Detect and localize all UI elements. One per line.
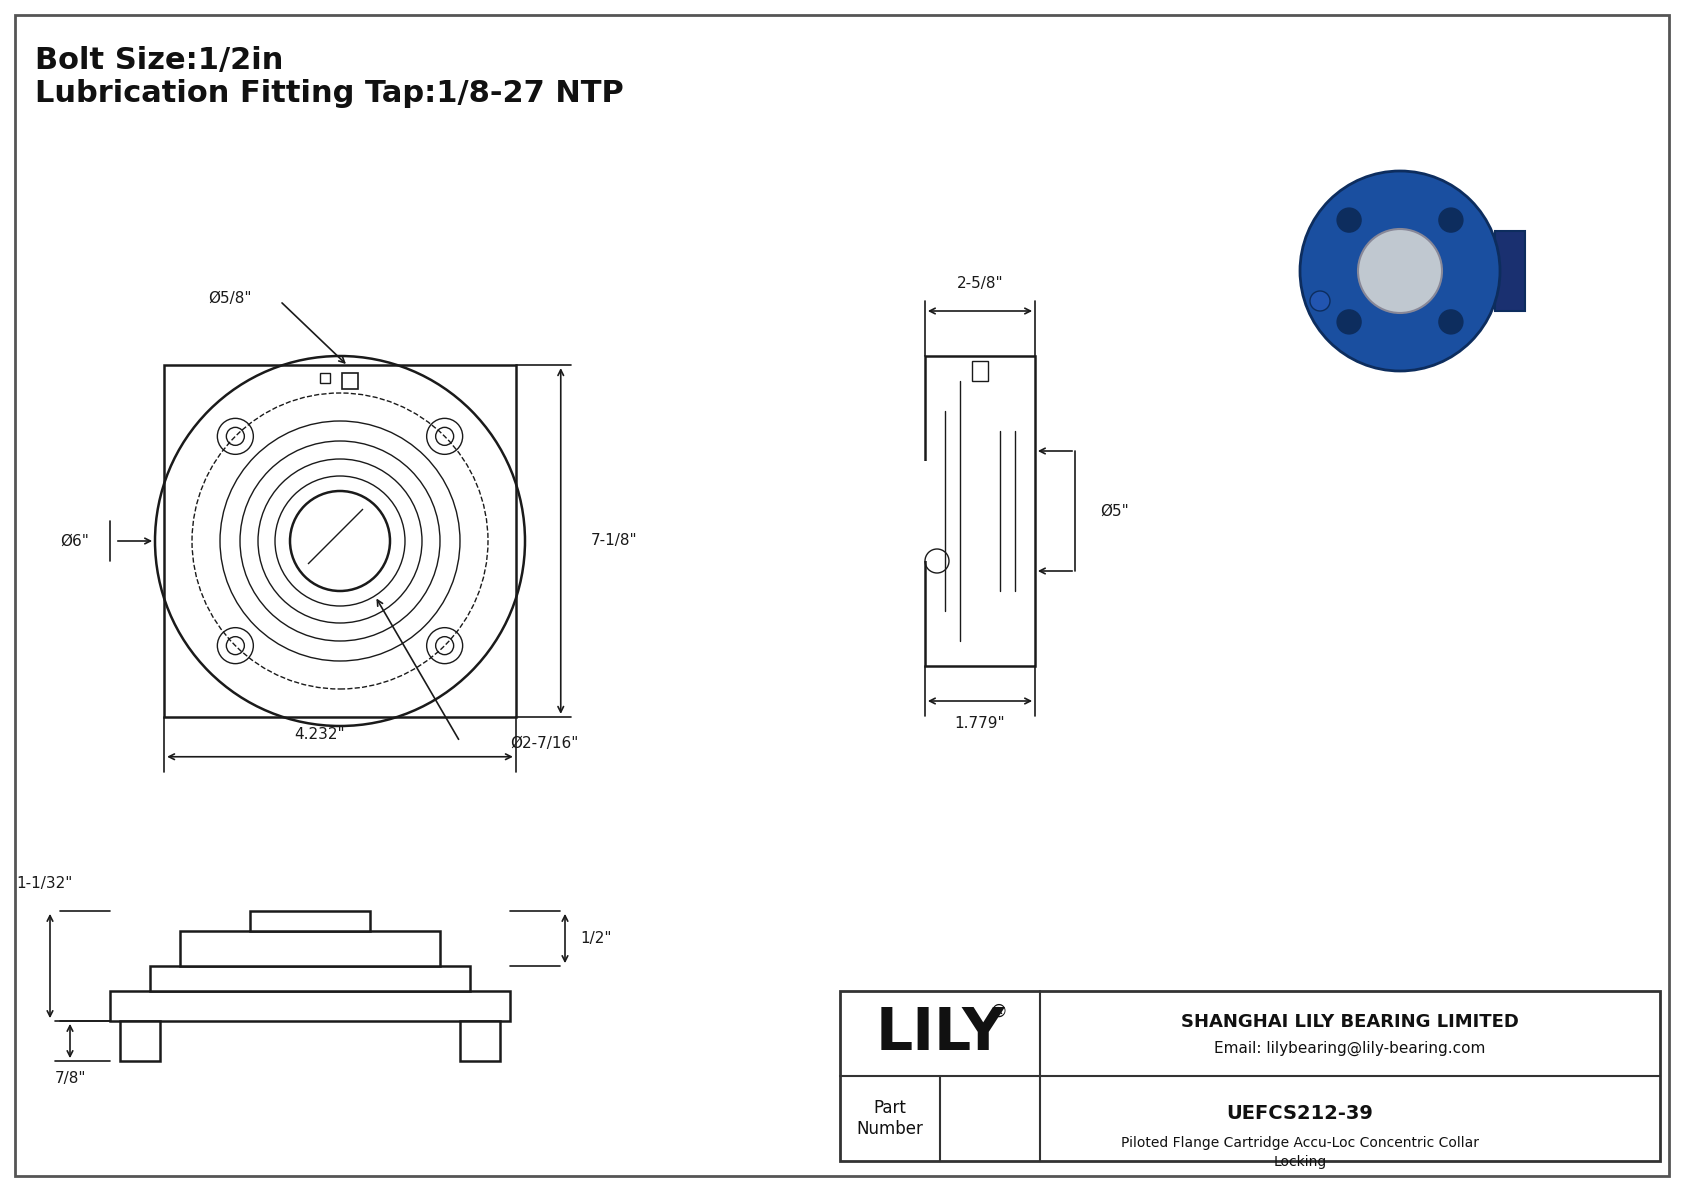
Text: LILY: LILY: [876, 1005, 1005, 1062]
Bar: [249, 911, 370, 931]
Text: Email: lilybearing@lily-bearing.com: Email: lilybearing@lily-bearing.com: [1214, 1041, 1485, 1056]
Bar: [925, 356, 1036, 666]
Bar: [180, 931, 440, 966]
Bar: [1495, 231, 1526, 311]
Text: 1.779": 1.779": [955, 716, 1005, 731]
Bar: [840, 991, 1660, 1161]
Bar: [109, 991, 510, 1021]
Circle shape: [1300, 172, 1500, 372]
Circle shape: [1310, 291, 1330, 311]
Text: Piloted Flange Cartridge Accu-Loc Concentric Collar
Locking: Piloted Flange Cartridge Accu-Loc Concen…: [1122, 1136, 1479, 1170]
Text: 7-1/8": 7-1/8": [591, 534, 637, 549]
Bar: [342, 373, 359, 389]
Circle shape: [1337, 310, 1361, 333]
Bar: [320, 373, 330, 384]
Bar: [923, 461, 943, 561]
Text: Ø5": Ø5": [1100, 504, 1128, 518]
Bar: [972, 361, 989, 381]
Text: UEFCS212-39: UEFCS212-39: [1226, 1104, 1374, 1123]
Text: Ø5/8": Ø5/8": [209, 291, 251, 306]
Text: 1-1/32": 1-1/32": [17, 877, 72, 891]
Circle shape: [1438, 310, 1463, 333]
Text: 2-5/8": 2-5/8": [957, 276, 1004, 291]
Text: 4.232": 4.232": [295, 727, 345, 742]
Bar: [460, 1021, 500, 1061]
Text: Part
Number: Part Number: [857, 1099, 923, 1137]
Text: ®: ®: [989, 1003, 1007, 1021]
Text: Ø6": Ø6": [61, 534, 89, 549]
Circle shape: [1357, 229, 1442, 313]
Bar: [120, 1021, 160, 1061]
Bar: [150, 966, 470, 991]
Text: Bolt Size:1/2in: Bolt Size:1/2in: [35, 46, 283, 75]
Bar: [165, 366, 515, 717]
Text: 1/2": 1/2": [579, 931, 611, 946]
Text: 7/8": 7/8": [54, 1071, 86, 1086]
Text: Lubrication Fitting Tap:1/8-27 NTP: Lubrication Fitting Tap:1/8-27 NTP: [35, 79, 623, 108]
Circle shape: [1438, 208, 1463, 232]
Text: Ø2-7/16": Ø2-7/16": [510, 736, 578, 752]
Circle shape: [1337, 208, 1361, 232]
Text: SHANGHAI LILY BEARING LIMITED: SHANGHAI LILY BEARING LIMITED: [1180, 1012, 1519, 1030]
